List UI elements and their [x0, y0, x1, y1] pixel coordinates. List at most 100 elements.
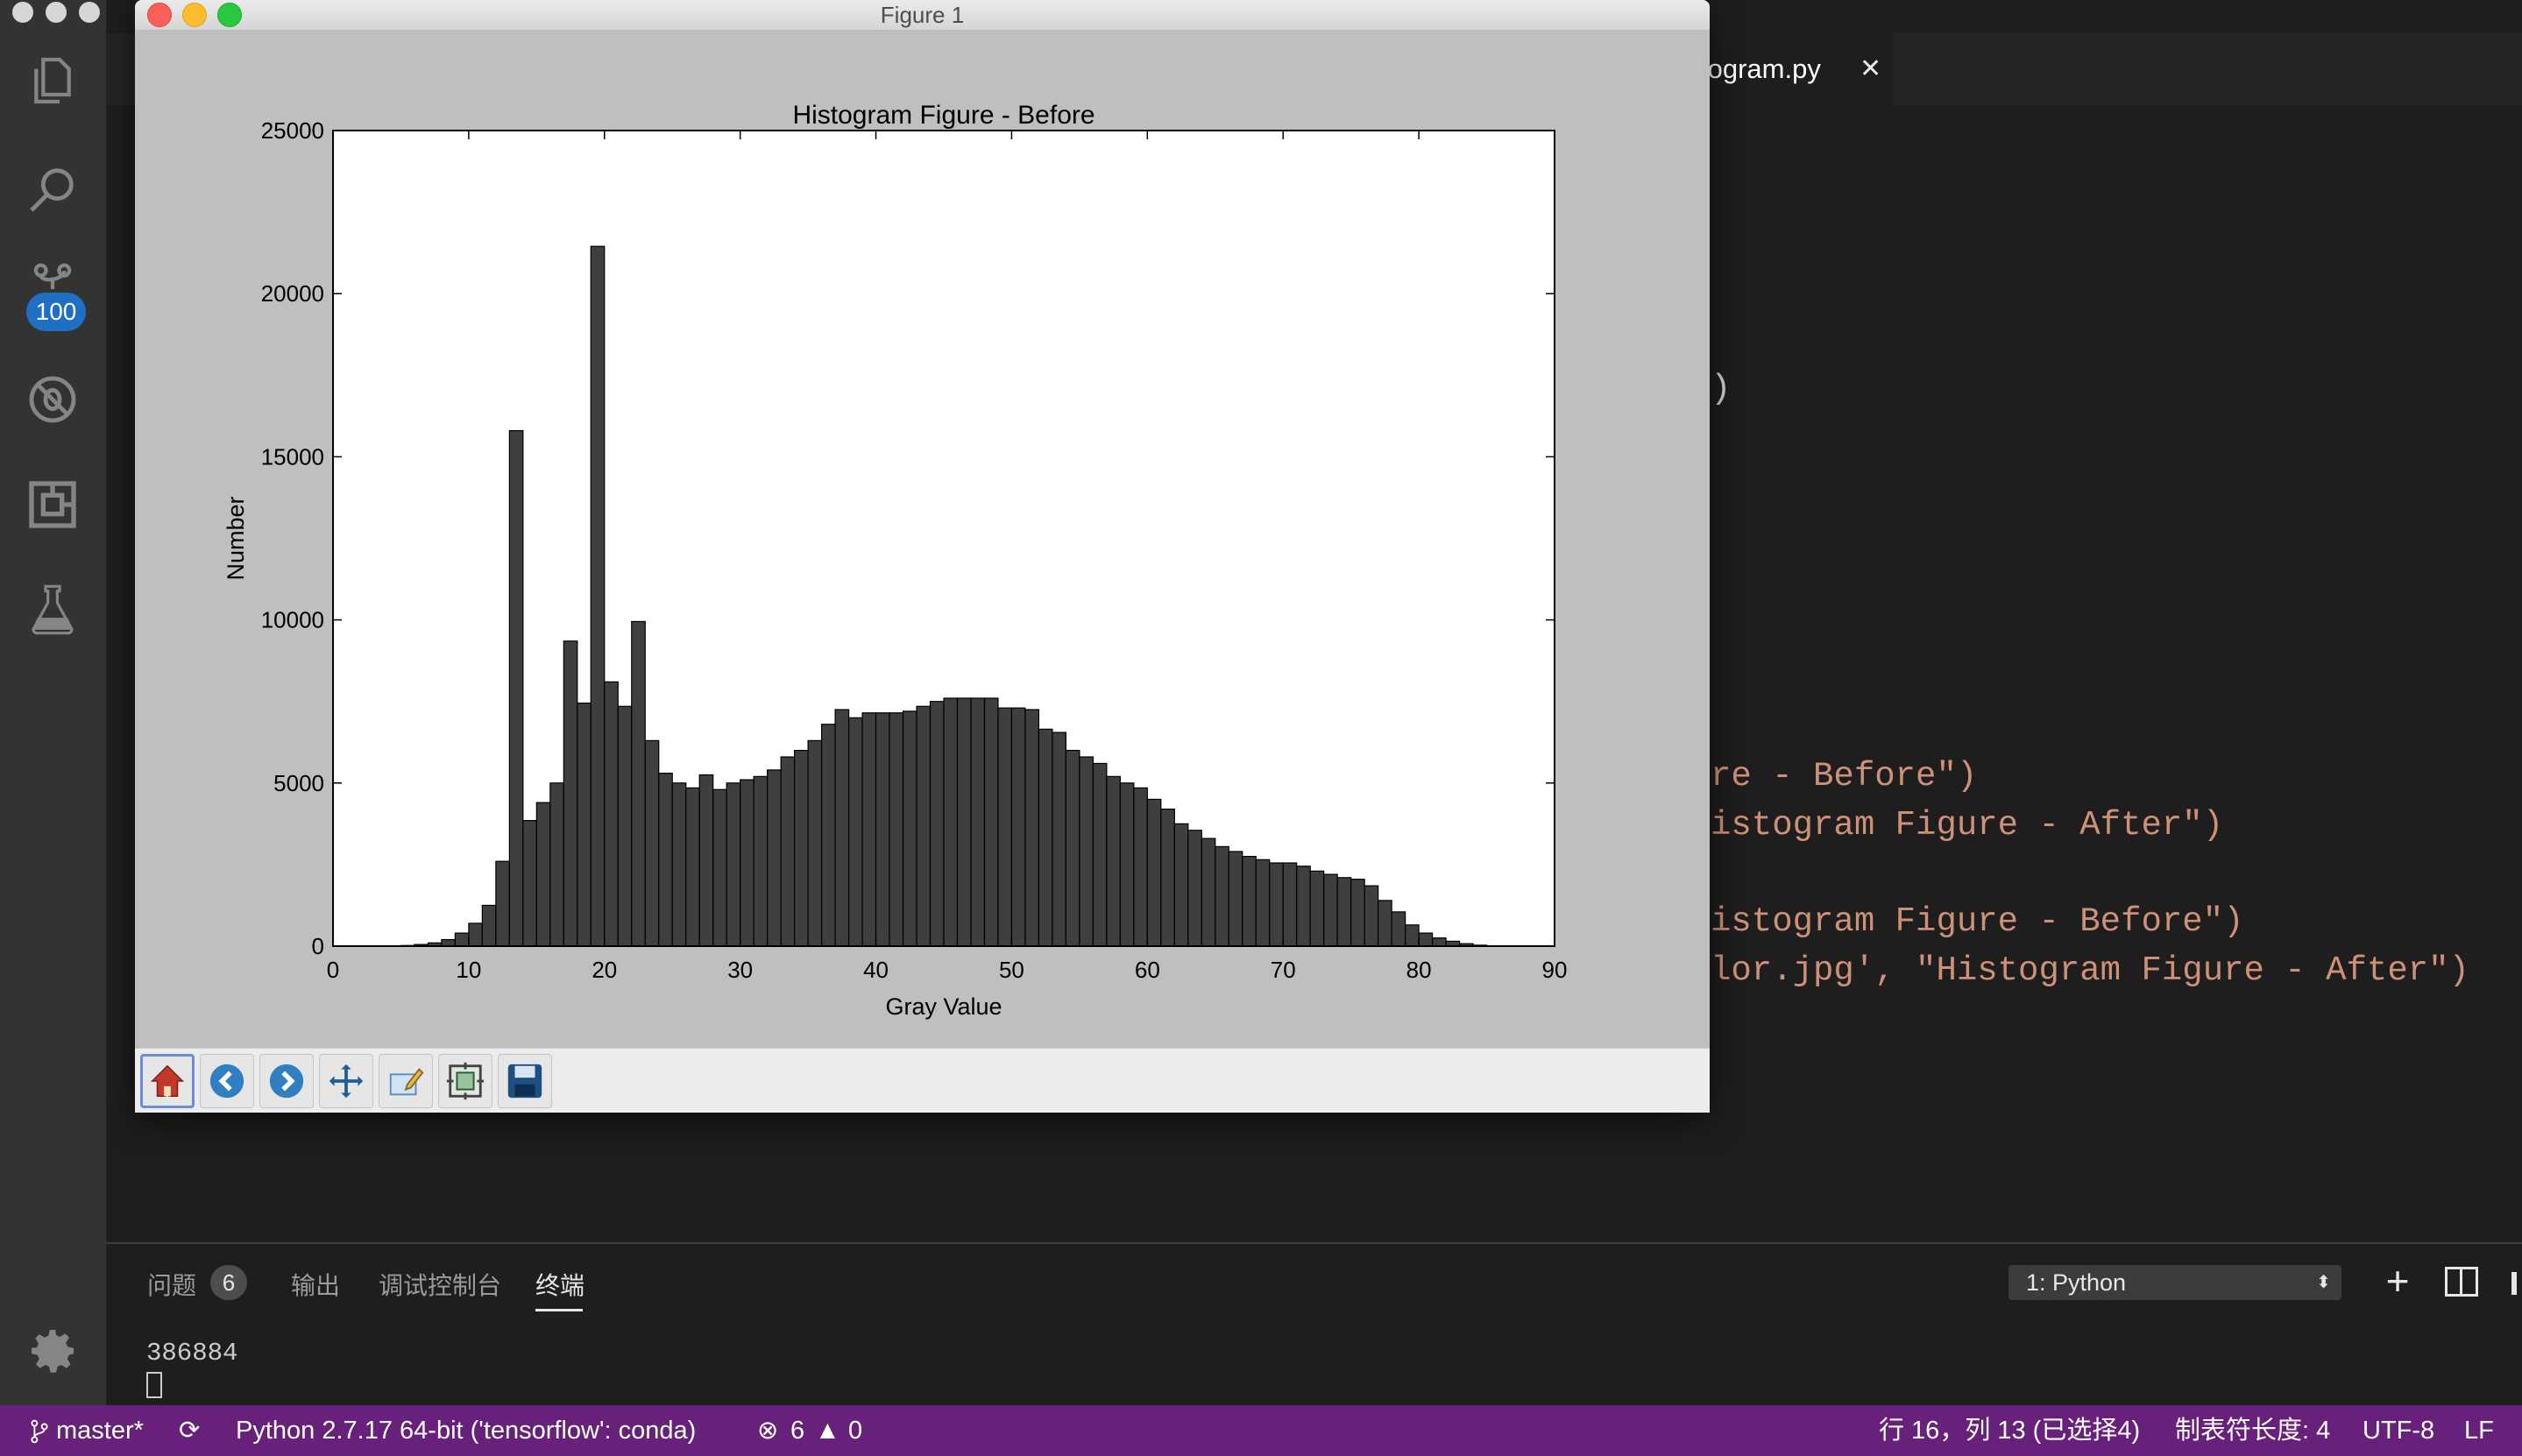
histogram-bar	[1038, 728, 1053, 947]
home-button[interactable]	[140, 1054, 195, 1108]
files-icon[interactable]	[18, 46, 88, 116]
encoding[interactable]: UTF-8	[2363, 1417, 2435, 1445]
window-controls	[12, 2, 112, 27]
select-arrows-icon: ⬍	[2316, 1273, 2331, 1292]
home-icon	[150, 1064, 185, 1098]
back-icon	[209, 1064, 244, 1099]
figure-window: Figure 1 0 10 20 30 40 50 60 70 80 90 0 5000 10000 15…	[135, 0, 1710, 1113]
histogram-bar	[1187, 830, 1202, 947]
chart-title: Histogram Figure - Before	[792, 101, 1095, 130]
histogram-bar	[726, 782, 741, 947]
histogram-bar	[590, 245, 606, 947]
problems-count-badge: 6	[210, 1265, 247, 1300]
y-tick-label: 0	[312, 933, 324, 959]
histogram-bar	[1052, 732, 1067, 947]
cursor-position[interactable]: 行 16，列 13 (已选择4)	[1879, 1417, 2141, 1445]
histogram-bar	[753, 775, 769, 947]
pan-button[interactable]	[319, 1054, 373, 1108]
close-icon[interactable]: ✕	[1860, 54, 1882, 83]
plot-frame	[332, 130, 1555, 947]
editor-tab-active[interactable]: togram.py ✕	[1700, 33, 1893, 105]
close-window-button[interactable]	[147, 3, 172, 27]
zoom-window-button[interactable]	[217, 3, 242, 27]
warning-count[interactable]: 0	[848, 1417, 863, 1445]
tab-size[interactable]: 制表符长度: 4	[2175, 1417, 2331, 1445]
x-tick-label: 90	[1542, 957, 1568, 983]
edit-icon	[389, 1068, 424, 1096]
split-terminal-icon[interactable]	[2445, 1267, 2478, 1297]
tab-output[interactable]: 输出	[291, 1272, 341, 1299]
save-button[interactable]	[498, 1054, 552, 1108]
gear-icon[interactable]	[18, 1316, 88, 1386]
source-control-badge: 100	[26, 293, 86, 331]
histogram-bar	[1269, 862, 1284, 947]
histogram-bar	[1215, 845, 1229, 947]
axis-ticks: 0 10 20 30 40 50 60 70 80 90 0 5000 10000 15000 20000 2…	[261, 117, 1568, 983]
test-flask-icon[interactable]	[18, 575, 88, 645]
histogram-bar	[916, 705, 932, 947]
histogram-bar	[495, 860, 510, 947]
python-interpreter[interactable]: Python 2.7.17 64-bit ('tensorflow': cond…	[236, 1417, 697, 1445]
error-count[interactable]: 6	[790, 1417, 805, 1445]
histogram-bar	[1364, 885, 1379, 947]
minimize-window-button[interactable]	[182, 3, 207, 27]
histogram-bar	[1106, 775, 1121, 947]
histogram-bar	[767, 769, 782, 947]
histogram-bar	[1065, 749, 1080, 947]
end-of-line[interactable]: LF	[2464, 1417, 2494, 1445]
histogram-bar	[1405, 924, 1420, 947]
histogram-bar	[1173, 823, 1189, 947]
save-icon	[507, 1064, 542, 1099]
tab-problems[interactable]: 问题	[147, 1272, 197, 1299]
activity-bar: 100	[0, 0, 106, 1405]
tab-debug-console[interactable]: 调试控制台	[379, 1272, 502, 1299]
warning-icon[interactable]: ▲	[815, 1417, 840, 1445]
x-tick-label: 20	[592, 957, 617, 983]
configure-subplots-button[interactable]	[438, 1054, 492, 1108]
search-icon[interactable]	[18, 154, 88, 224]
back-button[interactable]	[200, 1054, 254, 1108]
configure-subplots-icon	[446, 1062, 485, 1100]
histogram-bar	[902, 710, 917, 947]
histogram-bar	[631, 620, 646, 947]
x-tick-label: 10	[456, 957, 481, 983]
histogram-bar	[889, 712, 904, 947]
y-tick-label: 5000	[273, 770, 324, 796]
histogram-bar	[1336, 877, 1352, 947]
sync-icon[interactable]: ⟳	[179, 1417, 201, 1445]
histogram-bar	[1242, 855, 1257, 947]
histogram-bar	[861, 712, 877, 947]
branch-name[interactable]: master*	[56, 1417, 144, 1445]
source-control-icon[interactable]	[18, 254, 88, 324]
forward-button[interactable]	[259, 1054, 314, 1108]
kill-terminal-icon[interactable]	[2511, 1272, 2517, 1295]
code-line: re - Before")	[1711, 757, 1978, 795]
histogram-bar	[685, 787, 700, 947]
terminal-cursor[interactable]	[146, 1372, 162, 1398]
edit-button[interactable]	[379, 1054, 433, 1108]
histogram-bar	[1418, 932, 1434, 947]
error-icon[interactable]: ⊗	[757, 1417, 779, 1445]
forward-icon	[269, 1064, 304, 1099]
new-terminal-icon[interactable]: +	[2385, 1258, 2410, 1304]
extensions-icon[interactable]	[18, 470, 88, 540]
tab-terminal[interactable]: 终端	[535, 1272, 585, 1299]
histogram-bar	[1282, 862, 1298, 947]
histogram-bar	[1350, 879, 1365, 947]
histogram-bar	[441, 938, 456, 947]
histogram-bar	[1079, 756, 1094, 947]
terminal-select[interactable]: 1: Python ⬍	[2008, 1265, 2341, 1300]
histogram-bar	[1228, 851, 1243, 947]
histogram-bar	[740, 779, 754, 947]
histogram-bar	[1024, 709, 1040, 947]
x-tick-label: 70	[1271, 957, 1296, 983]
debug-icon[interactable]	[18, 364, 88, 435]
code-line: istogram Figure - Before")	[1711, 902, 2244, 941]
histogram-bar	[983, 697, 999, 947]
y-tick-label: 10000	[261, 607, 324, 633]
histogram-bar	[617, 705, 633, 947]
histogram-chart: 0 10 20 30 40 50 60 70 80 90 0 5000 10000 15000 20000 2…	[135, 30, 1710, 1048]
histogram-bar	[834, 709, 850, 947]
histogram-bar	[794, 749, 809, 947]
histogram-bar	[847, 717, 863, 947]
